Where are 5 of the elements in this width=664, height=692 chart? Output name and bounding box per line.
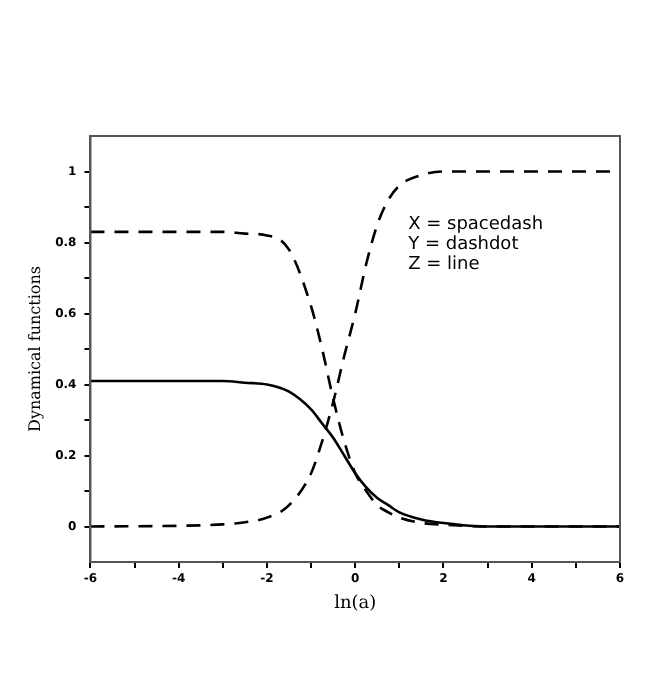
annotation: Z = line	[408, 255, 481, 276]
y-axis-title: Dynamical functions	[25, 266, 44, 432]
x-axis-title: ln(a)	[334, 593, 377, 614]
annotation: Y = dashdot	[406, 235, 520, 256]
annotation: X = spacedash	[408, 215, 544, 236]
